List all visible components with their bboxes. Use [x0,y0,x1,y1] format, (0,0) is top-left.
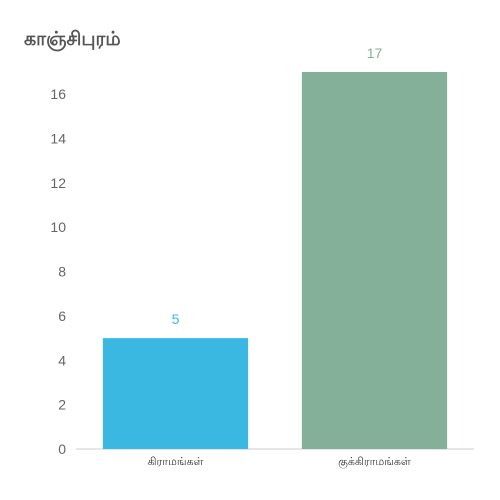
y-tick-label: 4 [58,352,66,368]
y-tick-label: 0 [58,441,66,457]
bar[interactable] [102,338,249,449]
y-tick-label: 2 [58,397,66,413]
x-axis-labels: கிராமங்கள் குக்கிராமங்கள் [148,455,411,470]
y-tick-label: 10 [50,219,66,235]
y-tick-label: 6 [58,308,66,324]
y-tick-label: 12 [50,175,66,191]
y-tick-label: 14 [50,131,66,147]
y-axis: 0 2 4 6 8 10 12 14 16 [50,86,66,457]
x-category-label: குக்கிராமங்கள் [338,455,411,470]
y-tick-label: 8 [58,264,66,280]
bar[interactable] [301,72,448,449]
chart-title: காஞ்சிபுரம் [24,28,121,50]
data-label: 5 [172,311,180,327]
data-label: 17 [367,45,383,61]
x-category-label: கிராமங்கள் [148,455,204,468]
y-tick-label: 16 [50,86,66,102]
bars: 5 17 [102,45,448,449]
